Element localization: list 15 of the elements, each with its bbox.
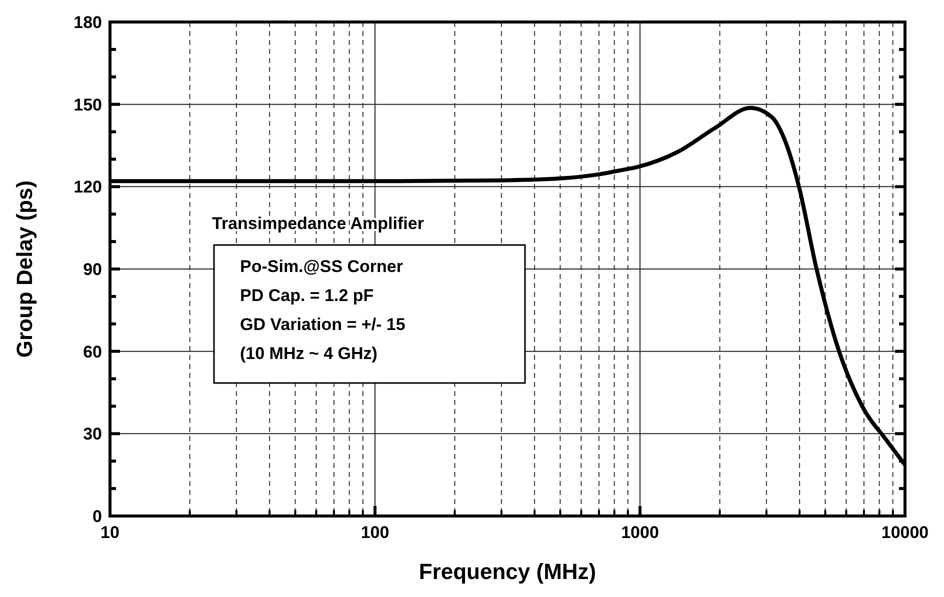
y-tick-label: 0 [92, 506, 102, 526]
x-tick-label: 10 [100, 523, 120, 542]
y-tick-label: 90 [83, 260, 102, 279]
y-tick-label: 150 [74, 95, 102, 114]
note-box: Po-Sim.@SS Corner PD Cap. = 1.2 pF GD Variation = +/- 15 (10 MHz ~ 4 GHz) [213, 244, 526, 384]
x-tick-label: 100 [360, 523, 390, 542]
x-tick-label: 10000 [881, 523, 929, 542]
x-tick-label: 1000 [621, 523, 659, 542]
annotation: Po-Sim.@SS Corner PD Cap. = 1.2 pF GD Variation = +/- 15 (10 MHz ~ 4 GHz) [240, 257, 406, 363]
y-axis-title: Group Delay (ps) [12, 180, 37, 358]
y-tick-label: 60 [83, 342, 102, 362]
x-axis-title: Frequency (MHz) [418, 559, 596, 584]
y-tick-label: 30 [83, 424, 102, 444]
y-tick-label: 120 [74, 178, 102, 197]
y-tick-label: 180 [74, 12, 102, 32]
